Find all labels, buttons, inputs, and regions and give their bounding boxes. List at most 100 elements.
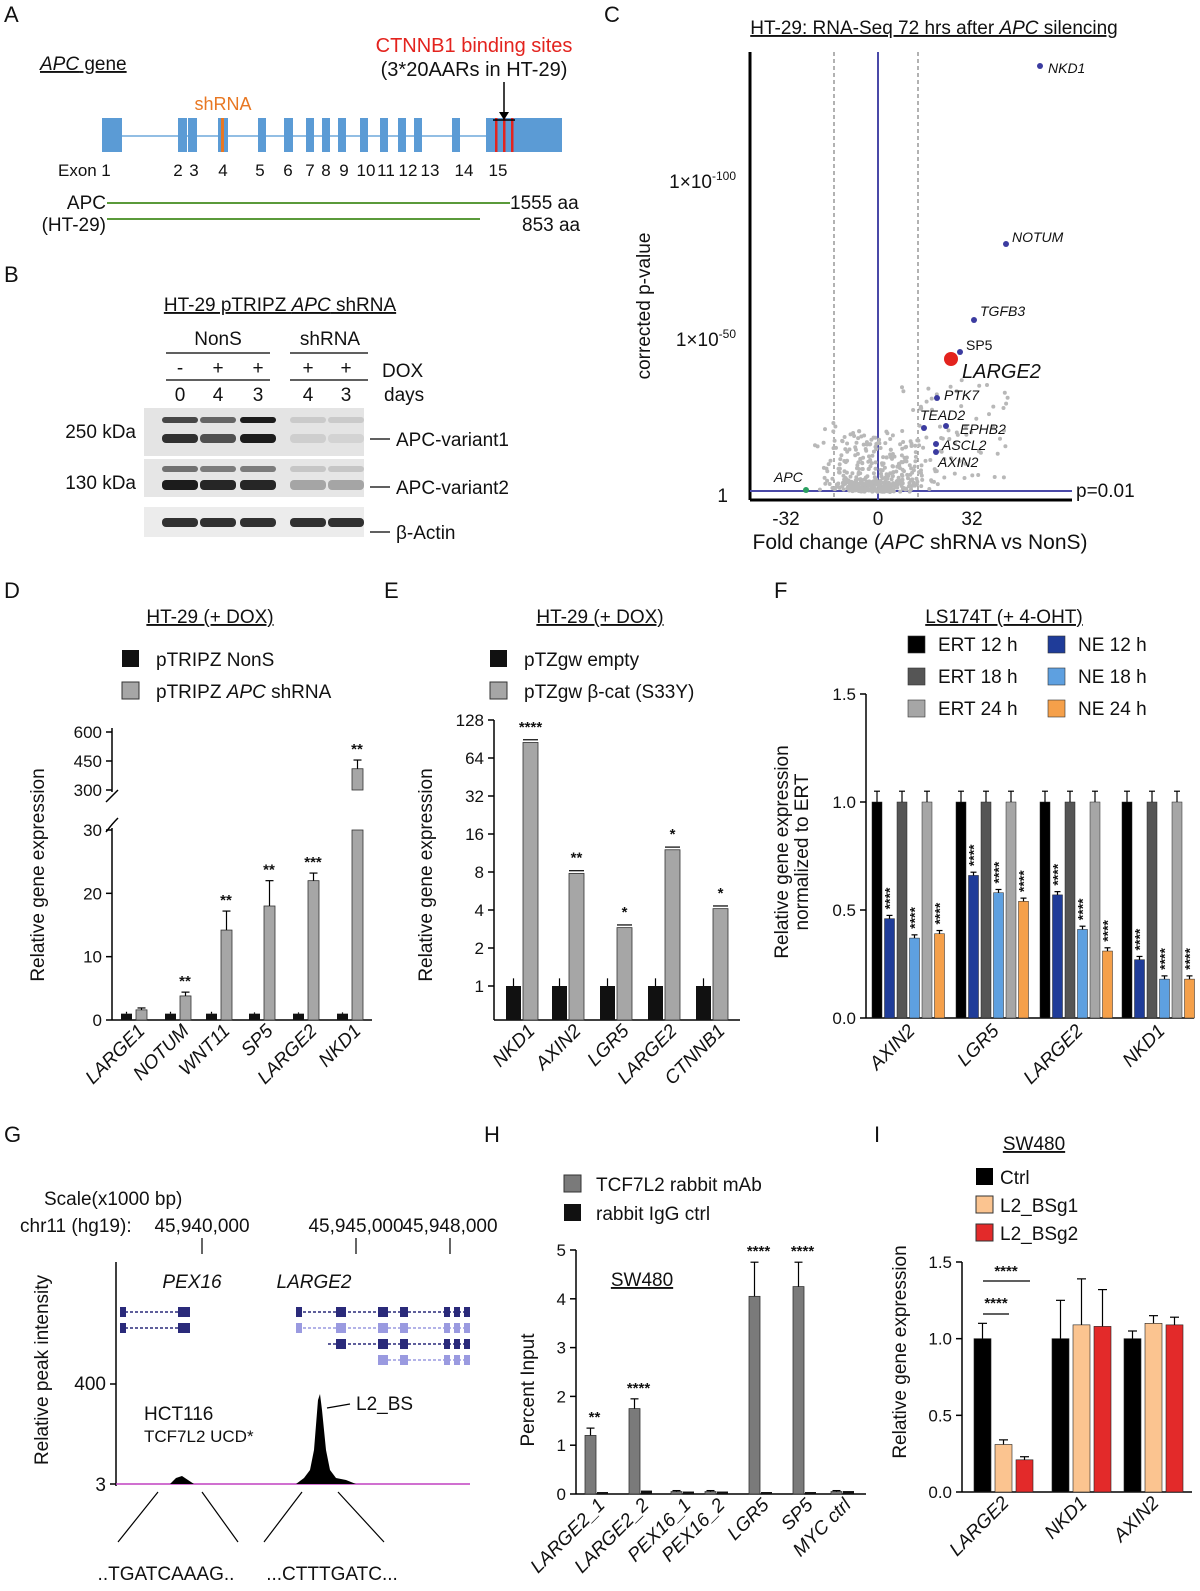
volcano-point xyxy=(895,464,900,469)
binding-site-1 xyxy=(495,118,498,152)
e-bar-bcat-ctnnb1 xyxy=(712,908,729,1021)
volcano-point xyxy=(1005,395,1010,400)
protein2-label: (HT-29) xyxy=(42,215,106,236)
volcano-point xyxy=(911,408,916,412)
h-bar-mab-lgr5 xyxy=(748,1295,761,1495)
volcano-point xyxy=(938,424,942,429)
h-cell: SW480 xyxy=(611,1270,673,1291)
point-nkd1 xyxy=(1037,63,1043,69)
volcano-point xyxy=(885,476,890,481)
volcano-point xyxy=(853,453,858,458)
d-bar-shrna-wnt11 xyxy=(220,929,233,1021)
d-bar-nons-notum xyxy=(165,1013,176,1020)
band-actin: β-Actin xyxy=(396,523,456,544)
ytick-1e-100: 1×10-100 xyxy=(669,169,736,193)
volcano-point xyxy=(906,476,910,481)
panel-f: LS174T (+ 4-OHT) Relative gene expressio… xyxy=(772,607,1198,1089)
f-bar-lgr5-0 xyxy=(955,801,967,1019)
gene-label-sp5: SP5 xyxy=(966,337,993,353)
volcano-xlabel: Fold change (APC shRNA vs NonS) xyxy=(753,531,1088,554)
volcano-point xyxy=(998,436,1002,441)
volcano-point xyxy=(850,471,855,476)
volcano-point xyxy=(873,466,878,471)
point-tgfb3 xyxy=(971,317,977,323)
volcano-point xyxy=(900,446,905,451)
gene-label-ephb2: EPHB2 xyxy=(960,421,1006,437)
f-sig-nkd1-5: **** xyxy=(1182,948,1198,970)
large2-track-1-exon xyxy=(336,1307,346,1317)
volcano-point xyxy=(900,429,905,433)
volcano-point xyxy=(952,441,957,446)
shrna-target-mark xyxy=(221,118,224,152)
h-sig-large2_2: **** xyxy=(627,1380,651,1397)
volcano-point xyxy=(856,436,861,441)
volcano-point xyxy=(853,447,858,452)
volcano-point xyxy=(992,475,997,479)
f-bar-large2-1 xyxy=(1052,894,1063,1019)
panel-g: Scale(x1000 bp) chr11 (hg19): 45,940,000… xyxy=(20,1189,498,1585)
volcano-point xyxy=(836,481,841,486)
f-bar-nkd1-2 xyxy=(1146,801,1158,1019)
volcano-point xyxy=(826,462,831,467)
volcano-point xyxy=(935,482,940,487)
exon-prefix: Exon xyxy=(58,161,97,180)
volcano-point xyxy=(912,464,917,469)
volcano-point xyxy=(832,487,837,492)
gene-model-tracks xyxy=(120,1307,470,1365)
panel-a: APC gene CTNNB1 binding sites (3*20AARs … xyxy=(39,35,581,236)
exon-label-14: 14 xyxy=(455,161,474,180)
volcano-point xyxy=(918,404,923,409)
exon-label-5: 5 xyxy=(255,161,264,180)
volcano-point xyxy=(905,472,910,477)
f-legend-swatch-4 xyxy=(1047,667,1066,686)
volcano-point xyxy=(871,435,876,440)
band-v1-5 xyxy=(328,434,364,443)
volcano-point xyxy=(817,487,822,492)
d-bar-nons-nkd1 xyxy=(337,1013,348,1020)
f-sig-lgr5-5: **** xyxy=(1016,870,1032,892)
volcano-point xyxy=(907,489,912,494)
h-ytick: 0 xyxy=(557,1485,566,1504)
volcano-point xyxy=(890,464,895,469)
g-cell: HCT116 xyxy=(144,1404,213,1425)
volcano-point xyxy=(895,478,900,483)
volcano-point xyxy=(839,453,844,458)
large2-track-3-exon xyxy=(444,1339,450,1349)
volcano-point xyxy=(860,478,865,483)
gene-label-ascl2: ASCL2 xyxy=(941,437,987,453)
e-bar-empty-large2 xyxy=(648,986,663,1020)
lane-day-2: 4 xyxy=(213,385,224,406)
i-legend-g2: L2_BSg2 xyxy=(1000,1224,1078,1245)
d-ytick: 450 xyxy=(74,752,102,771)
panel-letter-i: I xyxy=(874,1122,880,1147)
volcano-point xyxy=(871,471,876,476)
i-ylabel: Relative gene expression xyxy=(890,1245,911,1458)
volcano-point xyxy=(903,445,908,450)
lane-day-4: 4 xyxy=(303,385,314,406)
band-v1-upper-4 xyxy=(290,417,326,423)
e-bar-bcat-large2 xyxy=(664,849,681,1021)
pex16-track-2-exon xyxy=(178,1323,190,1333)
volcano-point xyxy=(916,438,921,443)
volcano-point xyxy=(877,480,882,485)
f-bar-large2-3 xyxy=(1077,929,1088,1019)
protein1-length: 1555 aa xyxy=(510,193,579,214)
volcano-point xyxy=(870,484,874,489)
gene-label-tead2: TEAD2 xyxy=(920,407,965,423)
volcano-point xyxy=(924,399,929,404)
exon-label-9: 9 xyxy=(339,161,348,180)
large2-track-1-exon xyxy=(378,1307,388,1317)
volcano-point xyxy=(929,396,934,401)
volcano-point xyxy=(842,459,847,463)
i-xtick-nkd1: NKD1 xyxy=(1041,1493,1092,1544)
point-axin2 xyxy=(933,449,939,455)
band-v2-upper-4 xyxy=(290,466,326,472)
volcano-point xyxy=(1003,444,1008,449)
f-sig-large2-3: **** xyxy=(1075,898,1091,920)
h-bar-mab-myc-ctrl xyxy=(830,1491,843,1495)
panel-letter-d: D xyxy=(4,578,20,603)
volcano-point xyxy=(907,484,911,489)
large2-track-4-exon xyxy=(400,1355,408,1365)
volcano-point xyxy=(977,383,982,388)
volcano-point xyxy=(948,384,953,389)
